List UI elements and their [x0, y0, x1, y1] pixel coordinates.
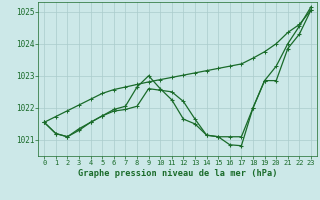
- X-axis label: Graphe pression niveau de la mer (hPa): Graphe pression niveau de la mer (hPa): [78, 169, 277, 178]
